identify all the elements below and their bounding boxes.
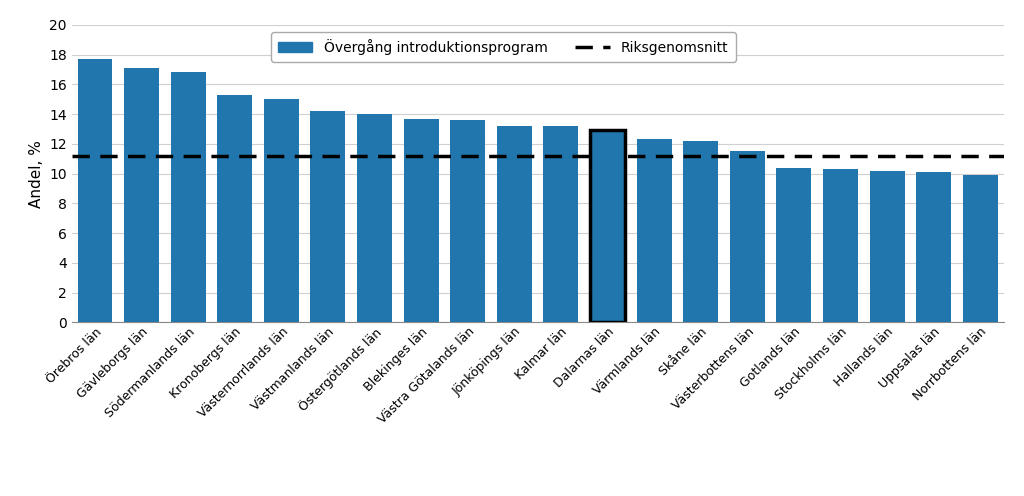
Bar: [451, 120, 485, 322]
Bar: [78, 59, 113, 322]
Bar: [264, 99, 299, 322]
Bar: [683, 141, 718, 322]
Bar: [730, 151, 765, 322]
Bar: [963, 175, 997, 322]
Bar: [497, 126, 531, 322]
Bar: [823, 169, 858, 322]
Bar: [124, 68, 159, 322]
Y-axis label: Andel, %: Andel, %: [29, 140, 43, 207]
Bar: [544, 126, 579, 322]
Bar: [310, 111, 345, 322]
Bar: [776, 168, 811, 322]
Bar: [357, 114, 392, 322]
Bar: [869, 171, 904, 322]
Bar: [171, 72, 206, 322]
Bar: [637, 139, 672, 322]
Bar: [916, 172, 951, 322]
Bar: [403, 119, 438, 322]
Bar: [217, 95, 252, 322]
Bar: [590, 130, 625, 322]
Legend: Övergång introduktionsprogram, Riksgenomsnitt: Övergång introduktionsprogram, Riksgenom…: [270, 32, 735, 62]
